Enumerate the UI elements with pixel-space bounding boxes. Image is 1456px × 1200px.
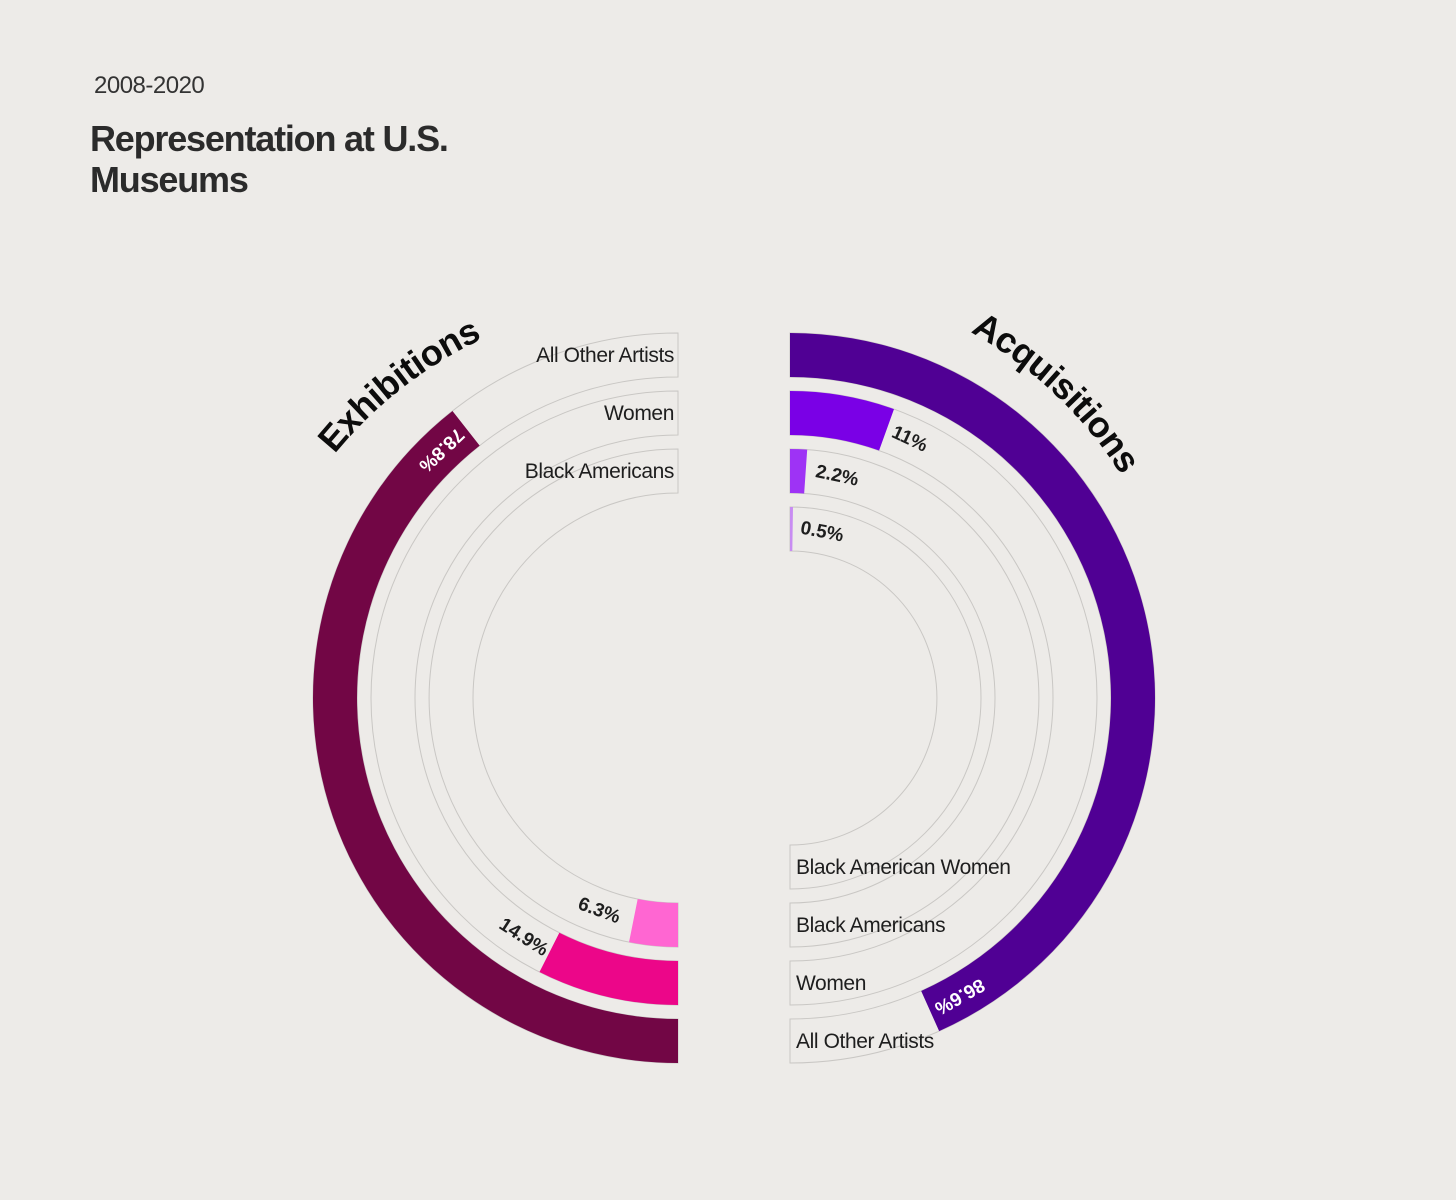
acquisitions-label-women: Women	[796, 972, 866, 995]
acquisitions-label-black-american-women: Black American Women	[796, 856, 1011, 879]
exhibitions-panel: Exhibitions All Other Artists78.8%Women1…	[310, 309, 679, 1064]
exhibitions-label-all-other-artists: All Other Artists	[536, 344, 674, 367]
chart-title: Representation at U.S. Museums	[90, 118, 449, 200]
acquisitions-track-women	[789, 390, 1098, 1006]
acquisitions-bar-black-americans	[790, 449, 808, 494]
acquisitions-bar-all-other-artists	[790, 333, 1156, 1032]
exhibitions-value-women: 14.9%	[495, 914, 552, 961]
exhibitions-bar-all-other-artists	[312, 411, 678, 1064]
exhibitions-track-black-americans	[428, 448, 679, 948]
exhibitions-bar-black-americans	[629, 898, 678, 947]
exhibitions-track-all-other-artists	[312, 332, 679, 1064]
acquisitions-value-black-american-women: 0.5%	[799, 518, 846, 547]
acquisitions-label-all-other-artists: All Other Artists	[796, 1030, 934, 1053]
exhibitions-bar-women	[539, 932, 678, 1005]
acquisitions-track-black-americans	[789, 448, 1040, 948]
chart-subtitle: 2008-2020	[94, 72, 205, 99]
acquisitions-track-black-american-women	[789, 506, 982, 890]
acquisitions-bar-women	[790, 391, 894, 451]
acquisitions-value-women: 11%	[888, 422, 930, 457]
exhibitions-label-women: Women	[604, 402, 674, 425]
acquisitions-value-black-americans: 2.2%	[814, 461, 861, 491]
exhibitions-track-women	[370, 390, 679, 1006]
exhibitions-value-black-americans: 6.3%	[575, 893, 623, 928]
acquisitions-label-black-americans: Black Americans	[796, 914, 945, 937]
acquisitions-bar-black-american-women	[790, 507, 794, 552]
acquisitions-panel: Acquisitions All Other Artists86.6%Women…	[789, 304, 1156, 1064]
exhibitions-label-black-americans: Black Americans	[525, 460, 674, 483]
